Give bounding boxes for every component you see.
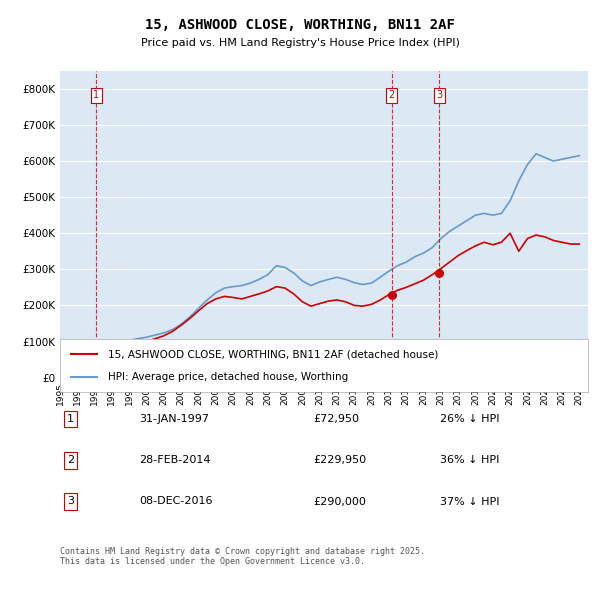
- Point: [91, 346, 101, 356]
- Point: [387, 290, 397, 299]
- Text: 26% ↓ HPI: 26% ↓ HPI: [440, 414, 500, 424]
- Text: 3: 3: [67, 497, 74, 506]
- Point: [434, 268, 444, 278]
- Text: 36% ↓ HPI: 36% ↓ HPI: [440, 455, 500, 465]
- Text: £290,000: £290,000: [313, 497, 367, 506]
- Text: 15, ASHWOOD CLOSE, WORTHING, BN11 2AF: 15, ASHWOOD CLOSE, WORTHING, BN11 2AF: [145, 18, 455, 32]
- Text: 2: 2: [67, 455, 74, 465]
- Text: 31-JAN-1997: 31-JAN-1997: [139, 414, 209, 424]
- Text: £229,950: £229,950: [313, 455, 367, 465]
- Text: 3: 3: [436, 90, 443, 100]
- Text: Price paid vs. HM Land Registry's House Price Index (HPI): Price paid vs. HM Land Registry's House …: [140, 38, 460, 48]
- Text: 15, ASHWOOD CLOSE, WORTHING, BN11 2AF (detached house): 15, ASHWOOD CLOSE, WORTHING, BN11 2AF (d…: [107, 349, 438, 359]
- Text: 08-DEC-2016: 08-DEC-2016: [139, 497, 212, 506]
- Text: 1: 1: [93, 90, 99, 100]
- Text: 37% ↓ HPI: 37% ↓ HPI: [440, 497, 500, 506]
- Text: 2: 2: [389, 90, 395, 100]
- Text: 1: 1: [67, 414, 74, 424]
- Text: HPI: Average price, detached house, Worthing: HPI: Average price, detached house, Wort…: [107, 372, 348, 382]
- Text: £72,950: £72,950: [313, 414, 359, 424]
- Text: 28-FEB-2014: 28-FEB-2014: [139, 455, 211, 465]
- Text: Contains HM Land Registry data © Crown copyright and database right 2025.
This d: Contains HM Land Registry data © Crown c…: [60, 547, 425, 566]
